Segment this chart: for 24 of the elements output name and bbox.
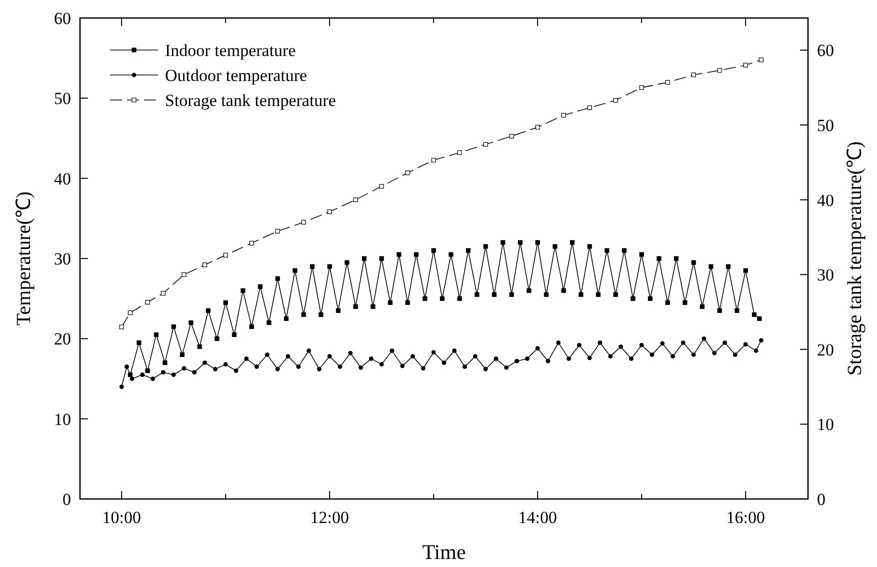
y2-tick-label: 10 <box>817 415 834 434</box>
x-axis-title: Time <box>422 540 466 564</box>
y-tick-label: 30 <box>54 250 71 268</box>
legend-label: Indoor temperature <box>165 41 296 60</box>
y2-tick-label: 30 <box>817 266 834 285</box>
y2-tick-label: 0 <box>817 490 826 509</box>
y-tick-label: 10 <box>54 410 71 429</box>
y-tick-label: 50 <box>54 89 71 108</box>
y2-tick-label: 60 <box>817 41 834 60</box>
y2-axis-title: Storage tank temperature(℃) <box>844 141 866 376</box>
legend-label: Outdoor temperature <box>165 66 308 85</box>
legend-label: Storage tank temperature <box>165 91 336 110</box>
y-tick-label: 40 <box>54 169 71 188</box>
y2-tick-label: 50 <box>817 116 834 135</box>
x-tick-label: 14:00 <box>518 508 557 527</box>
y2-tick-label: 20 <box>817 340 834 360</box>
y-tick-label: 0 <box>62 490 71 509</box>
y-tick-label: 20 <box>54 330 71 349</box>
y-axis-title: Temperature(℃) <box>13 191 35 326</box>
y-tick-label: 60 <box>54 9 71 28</box>
x-tick-label: 16:00 <box>726 508 765 527</box>
x-tick-label: 12:00 <box>310 508 349 527</box>
y2-tick-label: 40 <box>817 190 834 210</box>
x-tick-label: 10:00 <box>102 508 141 527</box>
